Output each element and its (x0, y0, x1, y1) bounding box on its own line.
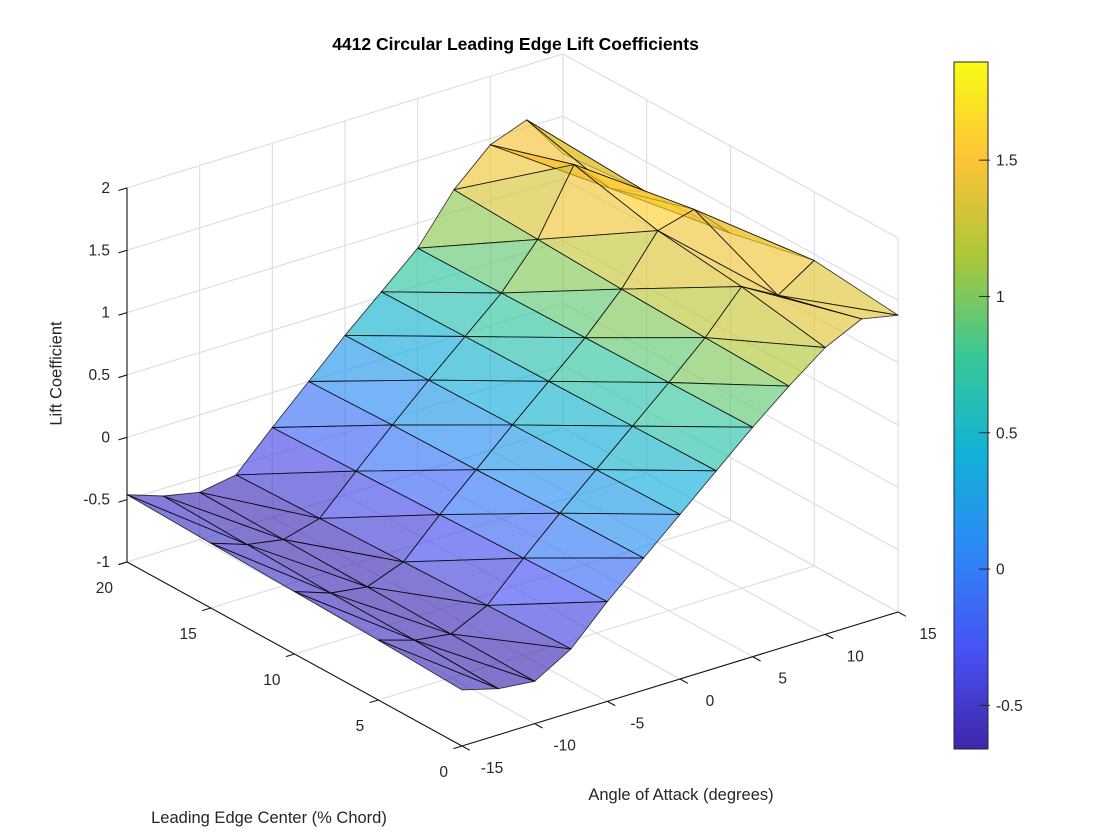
y-tick-label: 15 (180, 626, 197, 643)
z-tick-label: 0.5 (88, 367, 110, 384)
x-tick-label: -15 (481, 760, 503, 777)
z-axis-label: Lift Coefficient (47, 321, 66, 426)
colorbar-gradient (953, 61, 989, 750)
z-tick-label: -0.5 (83, 492, 110, 509)
z-tick-label: -1 (96, 554, 110, 571)
colorbar-tick-label: 1 (996, 289, 1005, 306)
x-tick-label: 0 (706, 693, 715, 710)
y-axis-label: Leading Edge Center (% Chord) (151, 809, 387, 827)
y-tick-label: 5 (356, 718, 365, 735)
colorbar-tick-label: 1.5 (996, 153, 1018, 170)
z-tick-label: 1 (101, 305, 110, 322)
colorbar: -0.5 0 0.5 1 1.5 (953, 61, 1023, 750)
axes: -15 -10 -5 0 5 10 15 0 5 10 15 20 -1 -0.5 0 0.5 1 1.5 2 (83, 180, 936, 781)
surface-mesh (126, 119, 899, 691)
colorbar-tick-label: 0.5 (996, 425, 1018, 442)
z-tick-label: 1.5 (88, 242, 110, 259)
y-tick-label: 20 (96, 580, 114, 597)
x-tick-label: -10 (553, 738, 576, 755)
z-tick-label: 0 (101, 429, 110, 446)
x-tick-label: 10 (847, 648, 865, 665)
x-axis-label: Angle of Attack (degrees) (588, 786, 774, 804)
x-tick-label: -5 (630, 715, 644, 732)
x-tick-label: 5 (778, 671, 787, 688)
colorbar-tick-label: -0.5 (996, 698, 1023, 715)
y-tick-label: 0 (439, 764, 448, 781)
chart-title: 4412 Circular Leading Edge Lift Coeffici… (332, 34, 699, 54)
x-tick-label: 15 (919, 626, 936, 643)
colorbar-tick-label: 0 (996, 562, 1005, 579)
z-tick-label: 2 (101, 180, 110, 197)
y-tick-label: 10 (263, 672, 281, 689)
